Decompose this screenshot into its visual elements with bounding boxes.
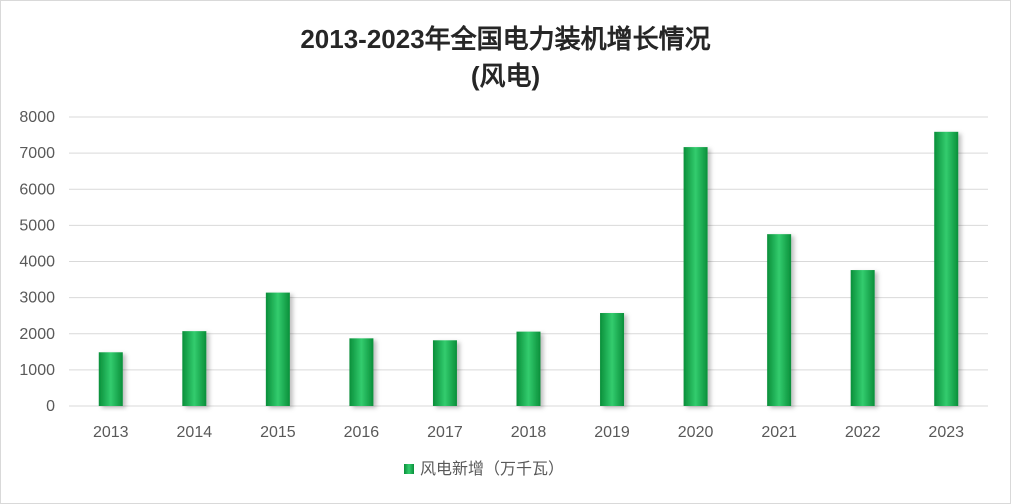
y-tick-label: 5000 (19, 217, 55, 234)
bar-2015 (265, 292, 290, 406)
x-tick-label: 2019 (594, 424, 630, 441)
x-tick-label: 2022 (845, 424, 881, 441)
x-tick-label: 2020 (678, 424, 714, 441)
x-tick-label: 2016 (344, 424, 380, 441)
y-tick-label: 8000 (19, 109, 55, 126)
bar-2017 (432, 340, 457, 406)
bar-2022 (850, 270, 875, 406)
y-tick-label: 4000 (19, 254, 55, 271)
x-tick-label: 2015 (260, 424, 296, 441)
y-tick-label: 0 (46, 398, 55, 415)
bar-2014 (182, 331, 207, 406)
bar-2019 (600, 313, 625, 406)
bar-2023 (934, 131, 959, 406)
legend: 风电新增（万千瓦） (404, 460, 564, 478)
x-tick-label: 2017 (427, 424, 463, 441)
y-tick-label: 2000 (19, 326, 55, 343)
x-tick-label: 2013 (93, 424, 129, 441)
chart-title: 2013-2023年全国电力装机增长情况 (300, 24, 711, 54)
y-tick-label: 3000 (19, 290, 55, 307)
bar-2018 (516, 331, 541, 406)
y-tick-label: 1000 (19, 362, 55, 379)
chart-subtitle: (风电) (470, 61, 541, 91)
x-tick-label: 2023 (928, 424, 964, 441)
bar-2021 (767, 234, 792, 406)
x-tick-label: 2018 (511, 424, 547, 441)
x-axis-tick-labels: 2013 2014 2015 2016 2017 2018 2019 2020 2021 2022… (93, 424, 964, 441)
bar-2020 (683, 147, 708, 406)
x-tick-label: 2021 (761, 424, 797, 441)
y-axis-tick-labels: 0 1000 2000 3000 4000 5000 6000 7000 8000 (19, 109, 55, 415)
y-tick-label: 6000 (19, 181, 55, 198)
y-tick-label: 7000 (19, 145, 55, 162)
legend-swatch (404, 464, 414, 474)
bar-2016 (349, 338, 374, 406)
x-tick-label: 2014 (177, 424, 213, 441)
bars (98, 131, 959, 406)
legend-label: 风电新增（万千瓦） (420, 460, 564, 478)
bar-2013 (98, 352, 123, 406)
